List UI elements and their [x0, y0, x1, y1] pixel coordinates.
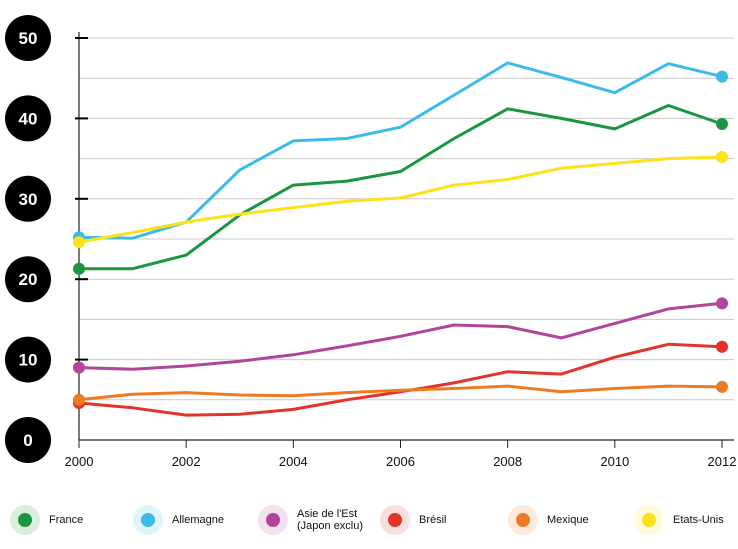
line-chart: 0 10 20 30 40 50 2000 2002 2004 2006 2008 2010 2012 — [5, 15, 737, 469]
y-tick-40: 40 — [5, 95, 88, 142]
series-4-end-point — [716, 380, 728, 393]
legend-swatch — [508, 505, 538, 535]
y-tick-bubble — [5, 417, 51, 463]
legend-label: Allemagne — [172, 514, 224, 526]
x-tick-label-2008: 2008 — [493, 454, 522, 469]
series-line-0 — [77, 104, 724, 271]
y-tick-bubble — [5, 15, 51, 61]
legend-label: Etats-Unis — [673, 514, 724, 526]
series-endpoints — [73, 70, 728, 410]
legend-dot — [642, 513, 656, 527]
legend-swatch — [634, 505, 664, 535]
legend-swatch — [133, 505, 163, 535]
y-tick-50: 50 — [5, 15, 88, 61]
y-tick-20: 20 — [5, 256, 88, 303]
series-line-2 — [77, 301, 724, 371]
y-tick-label: 0 — [23, 431, 32, 450]
legend-label: France — [49, 514, 84, 526]
legend: France Allemagne Asie de l'Est (Japon excl… — [0, 500, 738, 540]
series-3-end-point — [716, 340, 728, 353]
y-tick-label: 40 — [19, 109, 38, 128]
series-line-4 — [77, 384, 724, 402]
y-tick-10: 10 — [5, 336, 88, 383]
series-lines — [77, 61, 724, 417]
y-tick-label: 10 — [19, 351, 38, 370]
series-line-5 — [77, 155, 724, 244]
legend-item-2: Asie de l'Est (Japon exclu) — [258, 500, 363, 540]
legend-dot — [18, 513, 32, 527]
y-tick-label: 50 — [19, 29, 38, 48]
legend-item-1: Allemagne — [133, 500, 224, 540]
gridlines — [78, 32, 734, 441]
x-tick-label-2002: 2002 — [172, 454, 201, 469]
legend-item-0: France — [10, 500, 83, 540]
legend-label: Brésil — [419, 514, 447, 526]
legend-item-3: Brésil — [380, 500, 447, 540]
x-tick-label-2010: 2010 — [600, 454, 629, 469]
legend-swatch — [380, 505, 410, 535]
series-2-start-point — [73, 361, 85, 374]
series-0-start-point — [73, 262, 85, 275]
legend-swatch — [258, 505, 288, 535]
y-tick-bubble — [5, 95, 51, 142]
x-tick-label-2000: 2000 — [65, 454, 94, 469]
y-tick-bubble — [5, 175, 51, 222]
legend-item-4: Mexique — [508, 500, 589, 540]
legend-item-5: Etats-Unis — [634, 500, 724, 540]
legend-swatch — [10, 505, 40, 535]
series-2-end-point — [716, 297, 728, 310]
legend-label: Mexique — [547, 514, 589, 526]
series-1-end-point — [716, 70, 728, 83]
x-tick-label-2004: 2004 — [279, 454, 308, 469]
series-line-1 — [77, 61, 724, 240]
x-axis: 2000 2002 2004 2006 2008 2010 2012 — [65, 440, 737, 469]
legend-dot — [266, 513, 280, 527]
y-tick-0: 0 — [5, 417, 51, 463]
legend-dot — [388, 513, 402, 527]
y-tick-label: 20 — [19, 270, 38, 289]
series-5-start-point — [73, 236, 85, 249]
legend-label: Asie de l'Est (Japon exclu) — [297, 508, 364, 532]
x-tick-label-2006: 2006 — [386, 454, 415, 469]
y-tick-bubble — [5, 336, 51, 383]
y-tick-30: 30 — [5, 175, 88, 222]
legend-dot — [141, 513, 155, 527]
series-0-end-point — [716, 118, 728, 131]
series-line-3 — [77, 342, 724, 417]
y-tick-bubble — [5, 256, 51, 303]
y-tick-label: 30 — [19, 190, 38, 209]
y-axis: 0 10 20 30 40 50 — [5, 15, 88, 463]
series-5-end-point — [716, 150, 728, 163]
series-4-start-point — [73, 393, 85, 406]
x-tick-label-2012: 2012 — [708, 454, 737, 469]
legend-dot — [516, 513, 530, 527]
